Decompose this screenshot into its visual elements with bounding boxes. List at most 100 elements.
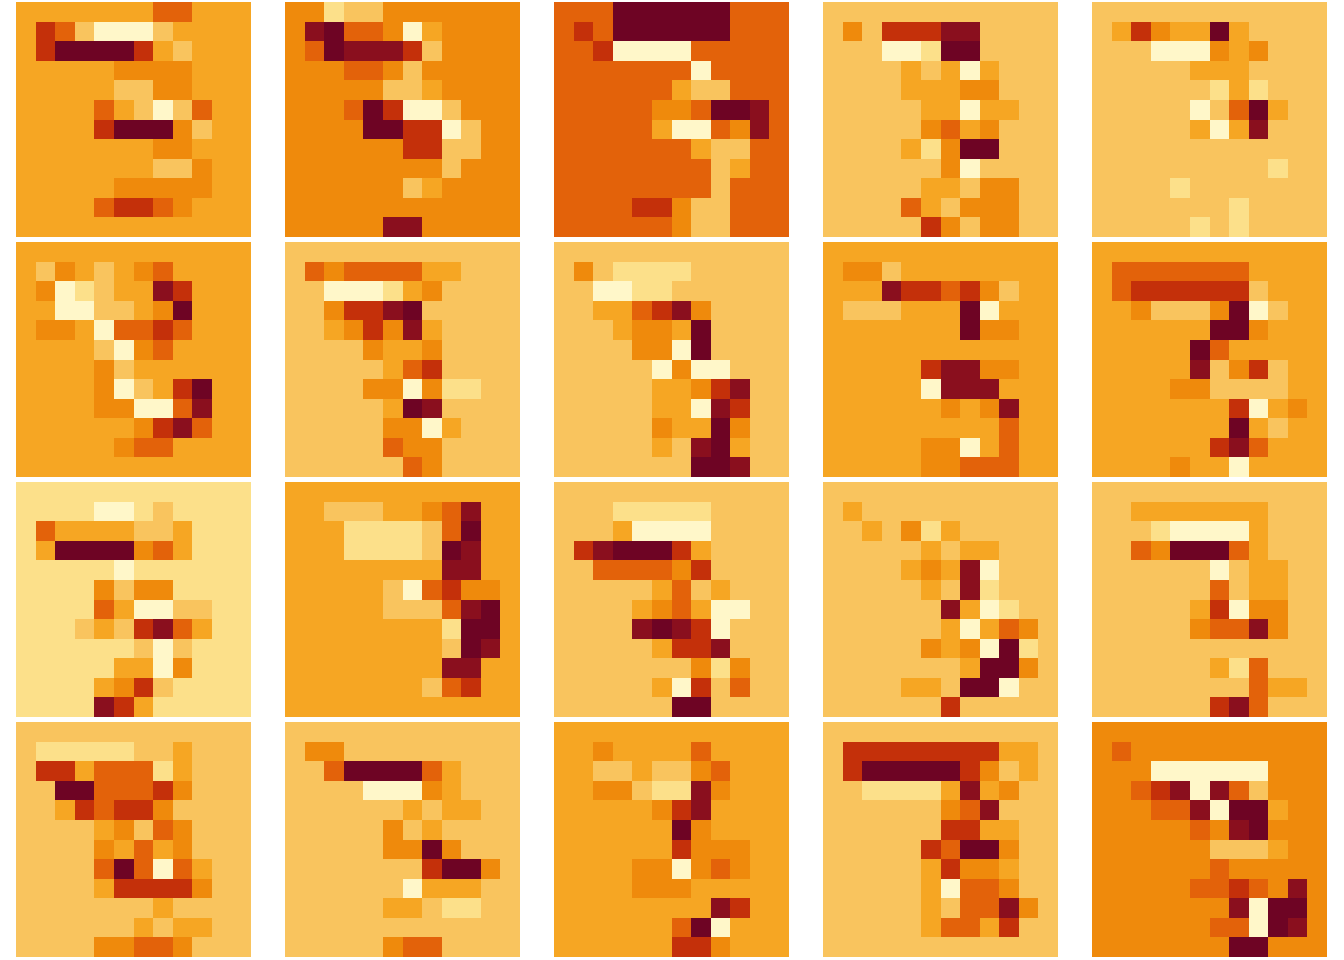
pixel-cell [1209, 398, 1230, 419]
pixel-cell [979, 139, 1000, 159]
pixel-cell [1111, 60, 1132, 81]
pixel-cell [1038, 21, 1058, 42]
pixel-cell [192, 457, 212, 477]
pixel-cell [920, 197, 941, 218]
pixel-cell [1170, 482, 1190, 502]
pixel-cell [500, 139, 520, 159]
pixel-cell [920, 119, 941, 140]
pixel-cell [382, 540, 403, 561]
pixel-cell [940, 158, 961, 179]
digit-panel-10 [1092, 242, 1327, 477]
pixel-cell [133, 320, 154, 340]
pixel-cell [1150, 2, 1171, 22]
pixel-cell [823, 437, 843, 458]
pixel-cell [1038, 859, 1058, 879]
pixel-cell [940, 197, 961, 218]
pixel-cell [16, 878, 36, 899]
pixel-cell [441, 839, 462, 860]
pixel-cell [1170, 697, 1190, 717]
pixel-cell [285, 398, 305, 419]
pixel-cell [1131, 482, 1151, 502]
pixel-cell [862, 178, 882, 198]
pixel-cell [573, 540, 594, 561]
pixel-cell [769, 521, 789, 541]
pixel-cell [671, 300, 692, 321]
pixel-cell [671, 677, 692, 698]
pixel-cell [343, 658, 364, 678]
pixel-cell [999, 178, 1019, 198]
pixel-cell [500, 741, 520, 762]
pixel-cell [612, 819, 633, 840]
pixel-cell [612, 540, 633, 561]
pixel-cell [285, 242, 305, 262]
pixel-cell [480, 398, 501, 419]
pixel-cell [363, 878, 383, 899]
pixel-cell [113, 722, 134, 742]
pixel-cell [632, 418, 652, 438]
pixel-cell [172, 119, 193, 140]
pixel-cell [441, 540, 462, 561]
pixel-cell [324, 21, 344, 42]
pixel-cell [651, 722, 672, 742]
pixel-cell [1307, 638, 1327, 659]
pixel-cell [422, 878, 442, 899]
pixel-cell [1111, 418, 1132, 438]
pixel-cell [1307, 819, 1327, 840]
pixel-cell [441, 482, 462, 502]
pixel-cell [153, 780, 173, 801]
pixel-cell [940, 300, 961, 321]
pixel-cell [192, 599, 212, 620]
pixel-cell [1229, 261, 1249, 282]
pixel-cell [1018, 780, 1039, 801]
pixel-cell [1268, 379, 1288, 399]
pixel-cell [1131, 839, 1151, 860]
pixel-cell [573, 521, 594, 541]
pixel-cell [153, 579, 173, 600]
pixel-cell [74, 937, 95, 957]
pixel-cell [363, 339, 383, 360]
pixel-cell [1248, 560, 1269, 580]
pixel-cell [632, 761, 652, 781]
pixel-cell [1307, 761, 1327, 781]
pixel-cell [1018, 197, 1039, 218]
pixel-cell [382, 819, 403, 840]
pixel-cell [35, 300, 56, 321]
pixel-cell [769, 281, 789, 301]
pixel-cell [16, 697, 36, 717]
pixel-cell [691, 41, 711, 61]
pixel-cell [1307, 599, 1327, 620]
pixel-cell [1209, 2, 1230, 22]
pixel-cell [749, 418, 770, 438]
pixel-cell [901, 437, 921, 458]
pixel-cell [1229, 521, 1249, 541]
pixel-cell [304, 457, 325, 477]
pixel-cell [192, 242, 212, 262]
pixel-cell [1018, 457, 1039, 477]
pixel-cell [422, 722, 442, 742]
pixel-cell [231, 119, 251, 140]
pixel-cell [901, 501, 921, 522]
pixel-cell [999, 898, 1019, 918]
pixel-cell [823, 242, 843, 262]
pixel-cell [1038, 178, 1058, 198]
pixel-cell [304, 560, 325, 580]
pixel-cell [500, 780, 520, 801]
pixel-cell [979, 457, 1000, 477]
pixel-cell [480, 281, 501, 301]
pixel-cell [710, 379, 731, 399]
pixel-cell [1209, 741, 1230, 762]
pixel-cell [920, 178, 941, 198]
pixel-cell [842, 937, 863, 957]
pixel-cell [1170, 217, 1190, 237]
pixel-cell [1189, 540, 1210, 561]
pixel-cell [862, 217, 882, 237]
pixel-cell [730, 178, 750, 198]
pixel-cell [1229, 761, 1249, 781]
pixel-cell [1189, 281, 1210, 301]
pixel-cell [710, 761, 731, 781]
pixel-cell [343, 540, 364, 561]
pixel-cell [324, 80, 344, 100]
pixel-cell [113, 800, 134, 820]
pixel-cell [1248, 242, 1269, 262]
pixel-cell [133, 839, 154, 860]
